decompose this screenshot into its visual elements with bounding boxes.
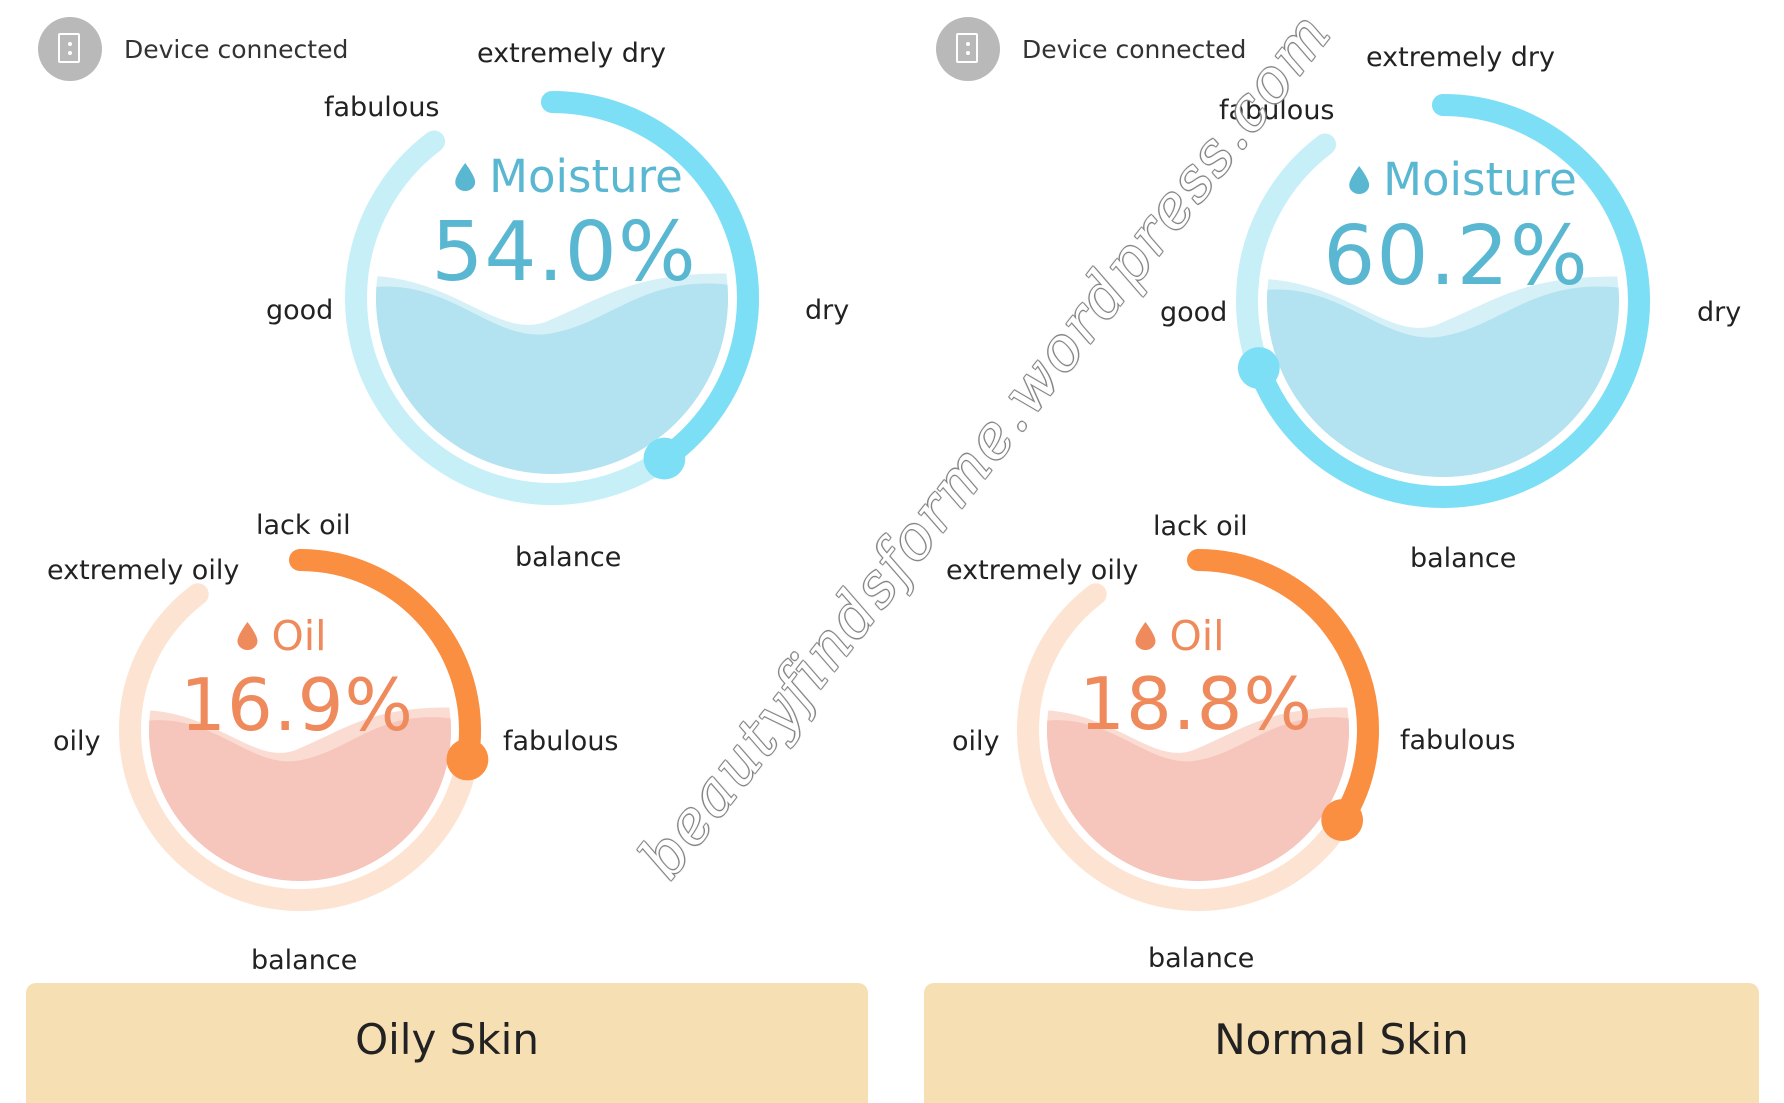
skin-type-card[interactable]: Normal Skin	[924, 983, 1759, 1103]
device-icon[interactable]	[936, 17, 1000, 81]
moisture-label-dry: dry	[1697, 297, 1742, 328]
oil-label-extremely-oily: extremely oily	[946, 555, 1139, 586]
oil-gauge	[119, 549, 489, 911]
oil-title: Oil	[1135, 612, 1225, 660]
measurement-panel-left: Device connected Moisture 54.0% extremel…	[0, 0, 892, 1103]
moisture-label-fabulous: fabulous	[324, 92, 440, 123]
moisture-label-good: good	[1160, 297, 1228, 328]
oil-label-fabulous: fabulous	[503, 726, 619, 757]
oil-label-fabulous: fabulous	[1400, 725, 1516, 756]
device-status-text: Device connected	[1022, 34, 1247, 64]
gauge-knob	[1237, 347, 1280, 389]
gauge-water	[376, 273, 728, 474]
oil-value: 18.8%	[1079, 662, 1313, 746]
oil-label-extremely-oily: extremely oily	[47, 555, 240, 586]
gauge-value-arc	[289, 549, 481, 771]
skin-type-card[interactable]: Oily Skin	[26, 983, 868, 1103]
gauge-water	[1267, 276, 1619, 477]
gauge-knob	[446, 738, 489, 781]
gauge-water-front	[1267, 286, 1619, 477]
moisture-label-balance: balance	[1410, 543, 1517, 574]
moisture-value: 60.2%	[1323, 209, 1589, 304]
gauge-value-arc	[1187, 549, 1379, 832]
device-status-text: Device connected	[124, 34, 349, 64]
moisture-label-balance: balance	[515, 542, 622, 573]
moisture-label-good: good	[266, 295, 334, 326]
measurement-panel-right: Device connected Moisture 60.2% extremel…	[898, 0, 1784, 1103]
oil-label-oily: oily	[952, 726, 1000, 757]
gauge-value-arc	[1247, 94, 1650, 508]
gauge-knob	[1321, 799, 1364, 841]
oil-label-balance: balance	[1148, 943, 1255, 974]
gauge-knob	[643, 437, 686, 480]
gauge-water-front	[376, 283, 728, 474]
moisture-label-dry: dry	[805, 295, 850, 326]
moisture-label-extremely-dry: extremely dry	[1366, 42, 1556, 73]
skin-type-label: Oily Skin	[355, 1015, 539, 1064]
moisture-label-extremely-dry: extremely dry	[477, 38, 667, 69]
water-drop-icon	[455, 162, 476, 191]
oil-label-oily: oily	[53, 726, 101, 757]
oil-label-lack-oil: lack oil	[256, 510, 351, 541]
oil-label-lack-oil: lack oil	[1153, 511, 1248, 542]
moisture-title: Moisture	[1349, 153, 1577, 206]
oil-value: 16.9%	[180, 663, 414, 747]
oil-title: Oil	[237, 612, 327, 660]
oil-drop-icon	[1135, 622, 1156, 650]
oil-gauge	[1017, 549, 1379, 911]
gauge-value-arc	[541, 91, 759, 470]
water-drop-icon	[1349, 165, 1370, 194]
oil-label-balance: balance	[251, 945, 358, 976]
moisture-gauge	[1236, 94, 1650, 508]
device-status: Device connected	[936, 17, 1246, 81]
device-icon[interactable]	[38, 17, 102, 81]
moisture-label-fabulous: fabulous	[1219, 95, 1335, 126]
device-status: Device connected	[38, 17, 348, 81]
moisture-gauge	[345, 91, 759, 505]
oil-drop-icon	[237, 622, 258, 650]
moisture-value: 54.0%	[431, 205, 697, 300]
moisture-title: Moisture	[455, 150, 683, 203]
skin-type-label: Normal Skin	[1214, 1015, 1469, 1064]
